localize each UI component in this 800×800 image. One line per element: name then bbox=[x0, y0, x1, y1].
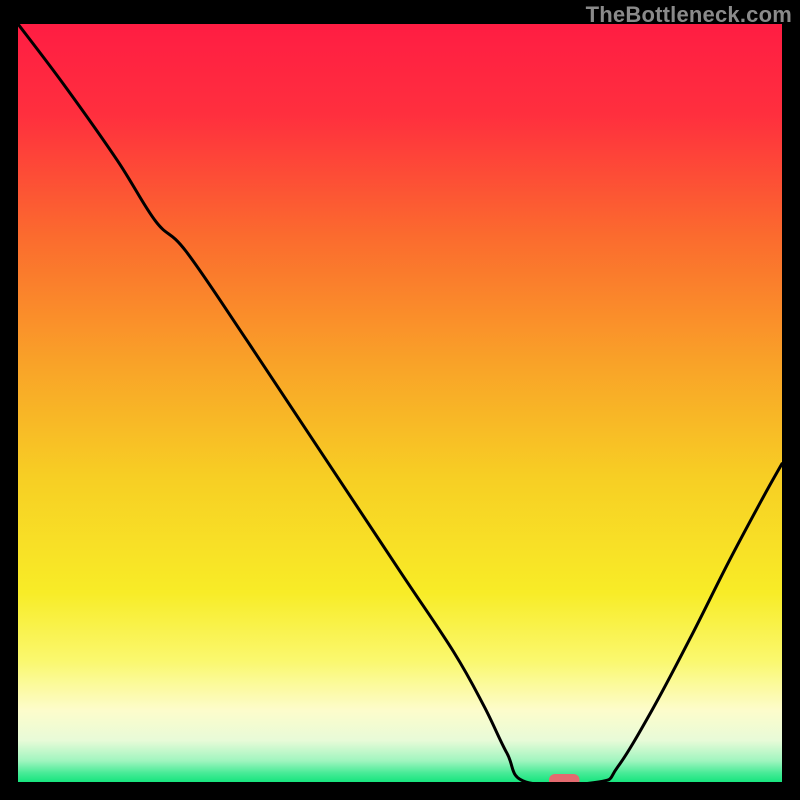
chart-frame: TheBottleneck.com bbox=[0, 0, 800, 800]
plot-svg bbox=[18, 24, 782, 782]
optimal-point-marker bbox=[549, 774, 580, 782]
plot-area bbox=[18, 24, 782, 782]
gradient-background bbox=[18, 24, 782, 782]
